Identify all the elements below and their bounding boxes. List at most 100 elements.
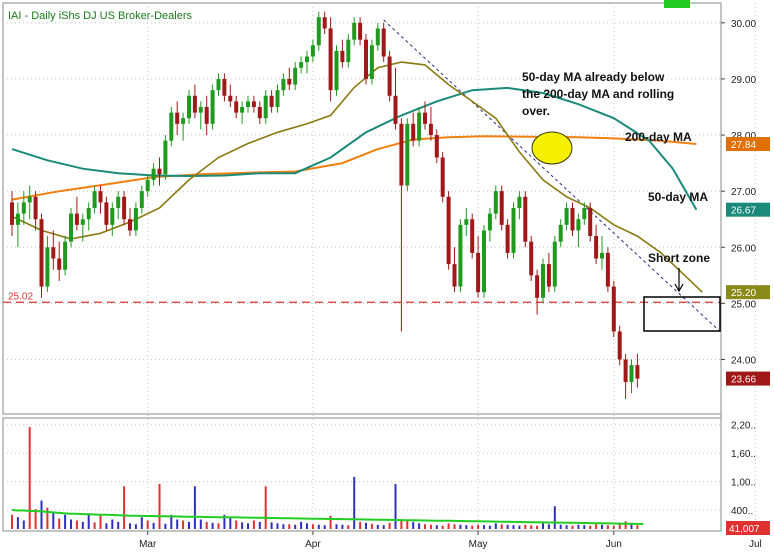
volume-bar [188,521,190,529]
volume-bar [152,522,155,529]
volume-tick-label: 2,20.. [731,421,756,432]
candle-body [116,196,121,208]
candle-body [187,95,191,119]
candle-body [57,258,62,270]
candle-body [110,208,115,225]
volume-bar [229,517,232,529]
volume-bar [34,509,37,529]
volume-bar [365,522,367,529]
candle-body [399,123,404,186]
price-tick-label: 30.00 [731,19,756,30]
annotation-note-line-3: over. [522,104,550,118]
volume-bar [105,523,108,529]
candle-body [281,78,286,91]
price-tick-label: 28.00 [731,131,756,142]
candle-body [452,264,457,287]
trendline-layer [383,19,721,332]
candle-body [552,241,557,287]
volume-bar [618,522,621,529]
candle-body [411,123,416,141]
volume-bar [276,523,279,529]
volume-bar [134,524,137,529]
volume-bar [217,523,220,529]
gridlines [3,3,756,531]
downtrend-line [383,19,721,332]
volume-tick-label: 400.. [731,506,753,517]
volume-bar [247,523,249,529]
candle-body [594,236,599,259]
volume-bar [435,525,438,529]
candle-body [446,196,451,265]
volume-bar [465,525,468,529]
candle-body [157,168,162,175]
annotations: 50-day MA already below the 200-day MA a… [522,70,721,332]
volume-bar [123,486,126,529]
candle-body [352,22,357,40]
candle-body [63,241,68,270]
volume-bar [264,486,267,529]
candle-body [493,191,498,214]
price-tick-label: 27.00 [731,187,756,198]
volume-bar [500,524,503,529]
volume-bar [376,524,379,529]
candle-body [305,56,309,63]
volume-bar [81,521,84,529]
candle-body [393,95,398,124]
volume-bar [211,522,214,529]
volume-bar [577,524,580,529]
volume-bar [524,524,527,529]
candle-body [375,28,380,46]
volume-bar [542,523,544,529]
volume-bar [58,518,61,529]
volume-bar [553,506,556,529]
candle-body [605,252,610,287]
ma50-line [11,86,698,211]
volume-bar [46,507,49,529]
volume-bar [506,524,509,529]
ma200-label: 200-day MA [625,130,692,144]
candle-body [529,241,534,276]
axis-labels: 30.00 29.00 28.00 27.00 26.00 25.00 24.00 2,20.… [139,19,762,550]
candle-body [27,196,32,203]
volume-bar [488,525,491,529]
candle-body [511,208,516,253]
candle-body [145,179,150,192]
volume-bar [306,523,308,529]
ma200-line [11,135,697,201]
candle-body [104,202,109,225]
volume-bar [75,520,78,529]
volume-bar [16,517,19,529]
volume-bar [353,476,356,529]
candle-body [558,224,563,242]
volume-bar [258,521,261,529]
volume-bar [70,519,72,529]
volume-bar [547,524,550,529]
candle-body [310,45,315,57]
candle-body [175,112,180,124]
month-label: Mar [139,539,157,550]
candle-body [440,157,445,197]
volume-bar [606,525,609,529]
volume-tick-label: 1,00.. [731,478,756,489]
volume-bar [483,525,485,529]
candle-body [21,202,26,214]
volume-bar [11,514,13,529]
candle-body [80,219,85,225]
volume-badge-label: 41,007 [729,524,760,535]
volume-bar [158,483,161,529]
price-badge [726,137,770,152]
candle-body [163,140,168,175]
candle-body [246,101,250,107]
candles [10,11,640,399]
candle-body [86,208,91,220]
volume-bar [182,520,185,529]
candle-body [210,90,215,124]
volume-bar [459,524,462,529]
volume-badge [726,521,770,535]
volume-tick-label: 1,60.. [731,449,756,460]
volume-bar [477,524,480,529]
candle-body [69,213,73,242]
volume-bar [630,524,633,529]
candle-body [39,219,44,287]
